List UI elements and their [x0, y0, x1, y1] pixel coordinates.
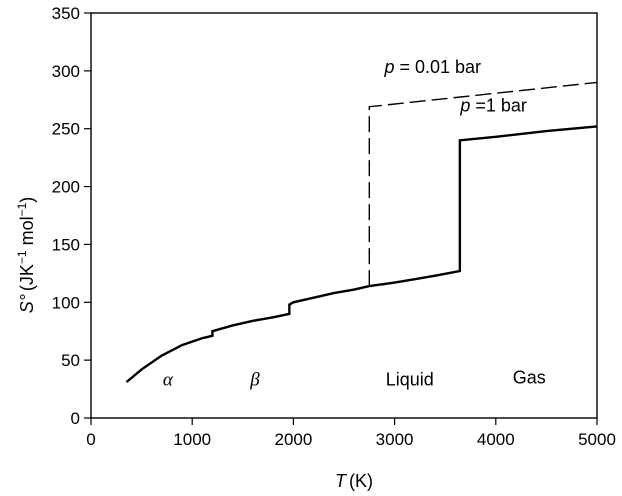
- y-axis-unit-post: ): [17, 197, 37, 203]
- series-layer: [125, 81, 598, 384]
- y-axis-var: S°: [17, 294, 37, 313]
- y-axis-title: S°(JK−1 mol−1): [15, 197, 37, 314]
- y-tick-label: 300: [52, 62, 80, 81]
- x-axis-title: T (K): [335, 471, 373, 491]
- phase-label: α: [163, 370, 174, 391]
- y-tick-label: 150: [52, 235, 80, 254]
- x-axis-unit: (K): [349, 471, 373, 491]
- x-tick-label: 4000: [477, 430, 515, 449]
- y-axis-sup-2: −1: [15, 202, 29, 216]
- annotation-var: p: [383, 57, 394, 77]
- x-tick-label: 5000: [578, 430, 616, 449]
- series-line-p-0-01-bar: [368, 81, 598, 287]
- series-annotation: p =1 bar: [459, 95, 527, 115]
- y-tick-label: 50: [61, 351, 80, 370]
- y-tick-label: 0: [71, 409, 80, 428]
- annotation-text: =1 bar: [470, 95, 527, 115]
- ticks-layer: 0 1000 2000 3000 4000 5000 0 50 100 150 200 250 300 3…: [52, 4, 616, 449]
- y-tick-label: 200: [52, 178, 80, 197]
- series-line-p-1-bar: [125, 125, 598, 384]
- x-tick-label: 3000: [376, 430, 414, 449]
- y-axis-unit-mid: mol: [17, 216, 37, 250]
- x-axis-var: T: [335, 471, 348, 491]
- y-axis-unit-pre: (JK: [17, 264, 37, 291]
- x-tick-label: 2000: [274, 430, 312, 449]
- y-tick-label: 100: [52, 293, 80, 312]
- annotation-text: = 0.01 bar: [394, 57, 481, 77]
- phase-label: Gas: [513, 367, 546, 387]
- phase-label: Liquid: [386, 370, 434, 390]
- y-tick-label: 350: [52, 4, 80, 23]
- annotation-var: p: [459, 95, 470, 115]
- plot-frame: [90, 12, 598, 419]
- y-tick-label: 250: [52, 120, 80, 139]
- phase-label: β: [249, 370, 260, 391]
- x-tick-label: 1000: [173, 430, 211, 449]
- x-tick-label: 0: [86, 430, 95, 449]
- y-axis-sup-1: −1: [15, 250, 29, 264]
- series-annotation: p = 0.01 bar: [383, 57, 481, 77]
